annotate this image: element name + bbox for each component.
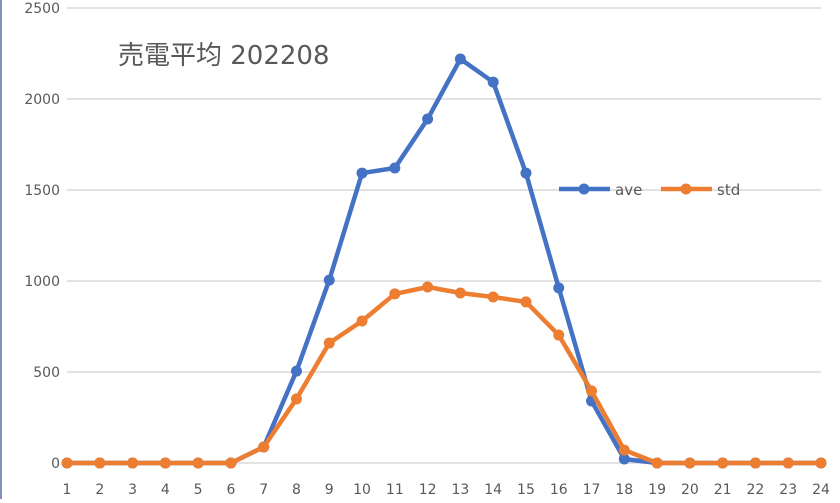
data-point-marker xyxy=(618,453,630,465)
data-point-marker xyxy=(61,457,73,469)
y-tick-label: 2000 xyxy=(24,92,60,108)
data-point-marker xyxy=(389,288,401,300)
data-point-marker xyxy=(422,113,434,125)
x-tick-label: 17 xyxy=(583,482,601,498)
x-tick-label: 18 xyxy=(615,482,633,498)
data-point-marker xyxy=(454,53,466,65)
y-tick-label: 2500 xyxy=(24,1,60,17)
x-tick-label: 23 xyxy=(779,482,797,498)
y-axis-tick-labels: 0 500 1000 1500 2000 2500 xyxy=(24,1,60,472)
x-tick-label: 10 xyxy=(353,482,371,498)
y-tick-label: 1000 xyxy=(24,274,60,290)
x-tick-label: 19 xyxy=(648,482,666,498)
data-point-marker xyxy=(159,457,171,469)
data-point-marker xyxy=(520,296,532,308)
data-point-marker xyxy=(389,162,401,174)
x-tick-label: 16 xyxy=(550,482,568,498)
legend-label: ave xyxy=(615,181,642,199)
data-point-marker xyxy=(520,167,532,179)
data-point-marker xyxy=(749,457,761,469)
data-point-marker xyxy=(192,457,204,469)
legend-marker-icon xyxy=(680,183,692,195)
data-point-marker xyxy=(290,365,302,377)
legend-label: std xyxy=(717,181,740,199)
data-point-marker xyxy=(225,457,237,469)
x-tick-label: 11 xyxy=(386,482,404,498)
legend: ave std xyxy=(559,181,740,199)
x-axis-tick-labels: 1 2 3 4 5 6 7 8 9 10 11 12 13 14 15 16 17 18 19 20 21 22 23 24 xyxy=(63,482,830,498)
x-tick-label: 4 xyxy=(161,482,170,498)
y-tick-label: 1500 xyxy=(24,183,60,199)
x-tick-label: 13 xyxy=(451,482,469,498)
data-point-marker xyxy=(487,76,499,88)
data-point-marker xyxy=(127,457,139,469)
data-point-marker xyxy=(356,167,368,179)
x-tick-label: 6 xyxy=(226,482,235,498)
series-line xyxy=(67,284,821,466)
data-point-marker xyxy=(356,315,368,327)
x-tick-label: 9 xyxy=(325,482,334,498)
x-tick-label: 5 xyxy=(194,482,203,498)
data-point-marker xyxy=(487,291,499,303)
x-tick-label: 15 xyxy=(517,482,535,498)
x-tick-label: 3 xyxy=(128,482,137,498)
series-std xyxy=(61,281,827,469)
x-tick-label: 14 xyxy=(484,482,502,498)
series-ave xyxy=(61,53,827,469)
data-point-marker xyxy=(258,441,270,453)
data-point-marker xyxy=(651,457,663,469)
x-tick-label: 8 xyxy=(292,482,301,498)
left-border xyxy=(0,0,2,499)
data-point-marker xyxy=(553,282,565,294)
data-point-marker xyxy=(684,457,696,469)
x-tick-label: 20 xyxy=(681,482,699,498)
gridlines xyxy=(67,7,821,464)
legend-item-std: std xyxy=(661,181,740,199)
data-point-marker xyxy=(422,281,434,293)
data-point-marker xyxy=(717,457,729,469)
y-tick-label: 500 xyxy=(33,365,60,381)
data-point-marker xyxy=(94,457,106,469)
data-point-marker xyxy=(454,287,466,299)
data-point-marker xyxy=(618,444,630,456)
x-tick-label: 2 xyxy=(95,482,104,498)
x-tick-label: 1 xyxy=(63,482,72,498)
x-tick-label: 12 xyxy=(419,482,437,498)
chart-title: 売電平均 202208 xyxy=(118,41,330,71)
data-point-marker xyxy=(290,393,302,405)
legend-item-ave: ave xyxy=(559,181,642,199)
data-point-marker xyxy=(586,385,598,397)
series-line xyxy=(67,56,821,466)
legend-marker-icon xyxy=(578,183,590,195)
y-tick-label: 0 xyxy=(51,456,60,472)
data-point-marker xyxy=(323,337,335,349)
series-lines xyxy=(61,53,827,469)
data-point-marker xyxy=(553,329,565,341)
x-tick-label: 22 xyxy=(747,482,765,498)
data-point-marker xyxy=(782,457,794,469)
x-tick-label: 7 xyxy=(259,482,268,498)
data-point-marker xyxy=(323,274,335,286)
data-point-marker xyxy=(815,457,827,469)
x-tick-label: 21 xyxy=(714,482,732,498)
x-tick-label: 24 xyxy=(812,482,830,498)
